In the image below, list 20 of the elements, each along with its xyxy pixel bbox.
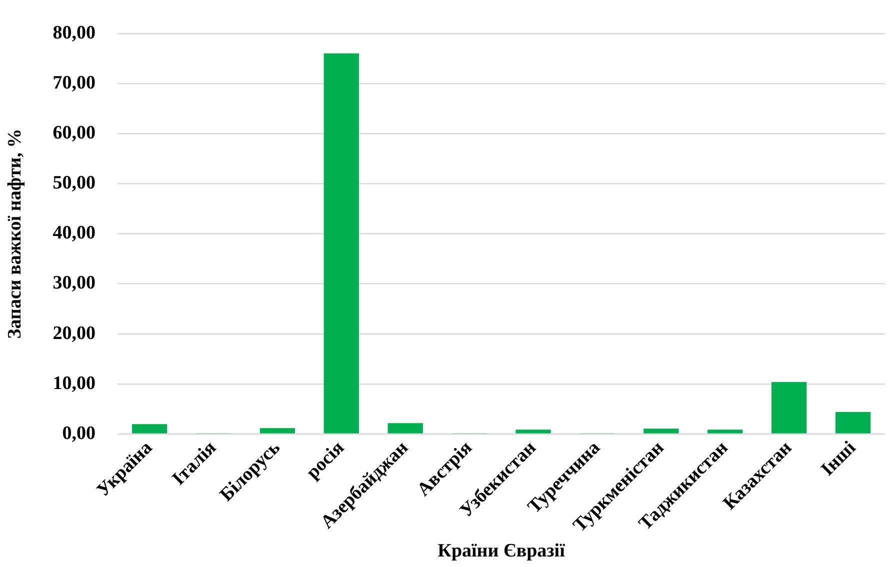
bar bbox=[516, 430, 551, 434]
y-tick-label: 30,00 bbox=[52, 272, 96, 294]
x-axis-title: Країни Євразії bbox=[438, 540, 566, 562]
y-tick-label: 20,00 bbox=[52, 322, 96, 344]
bar bbox=[771, 382, 807, 434]
bar bbox=[644, 428, 679, 434]
bar bbox=[708, 430, 743, 434]
y-tick-label: 0,00 bbox=[62, 422, 96, 444]
y-tick-label: 80,00 bbox=[52, 22, 96, 44]
y-tick-label: 60,00 bbox=[52, 122, 96, 144]
bar bbox=[324, 53, 359, 434]
bar bbox=[388, 423, 423, 434]
bar bbox=[260, 428, 296, 434]
bar bbox=[835, 412, 871, 434]
bar bbox=[132, 424, 168, 434]
y-tick-label: 70,00 bbox=[52, 72, 96, 94]
y-tick-label: 50,00 bbox=[52, 172, 96, 194]
y-tick-label: 10,00 bbox=[52, 372, 96, 394]
y-axis-title: Запаси важкої нафти, % bbox=[4, 128, 26, 339]
y-tick-label: 40,00 bbox=[52, 222, 96, 244]
